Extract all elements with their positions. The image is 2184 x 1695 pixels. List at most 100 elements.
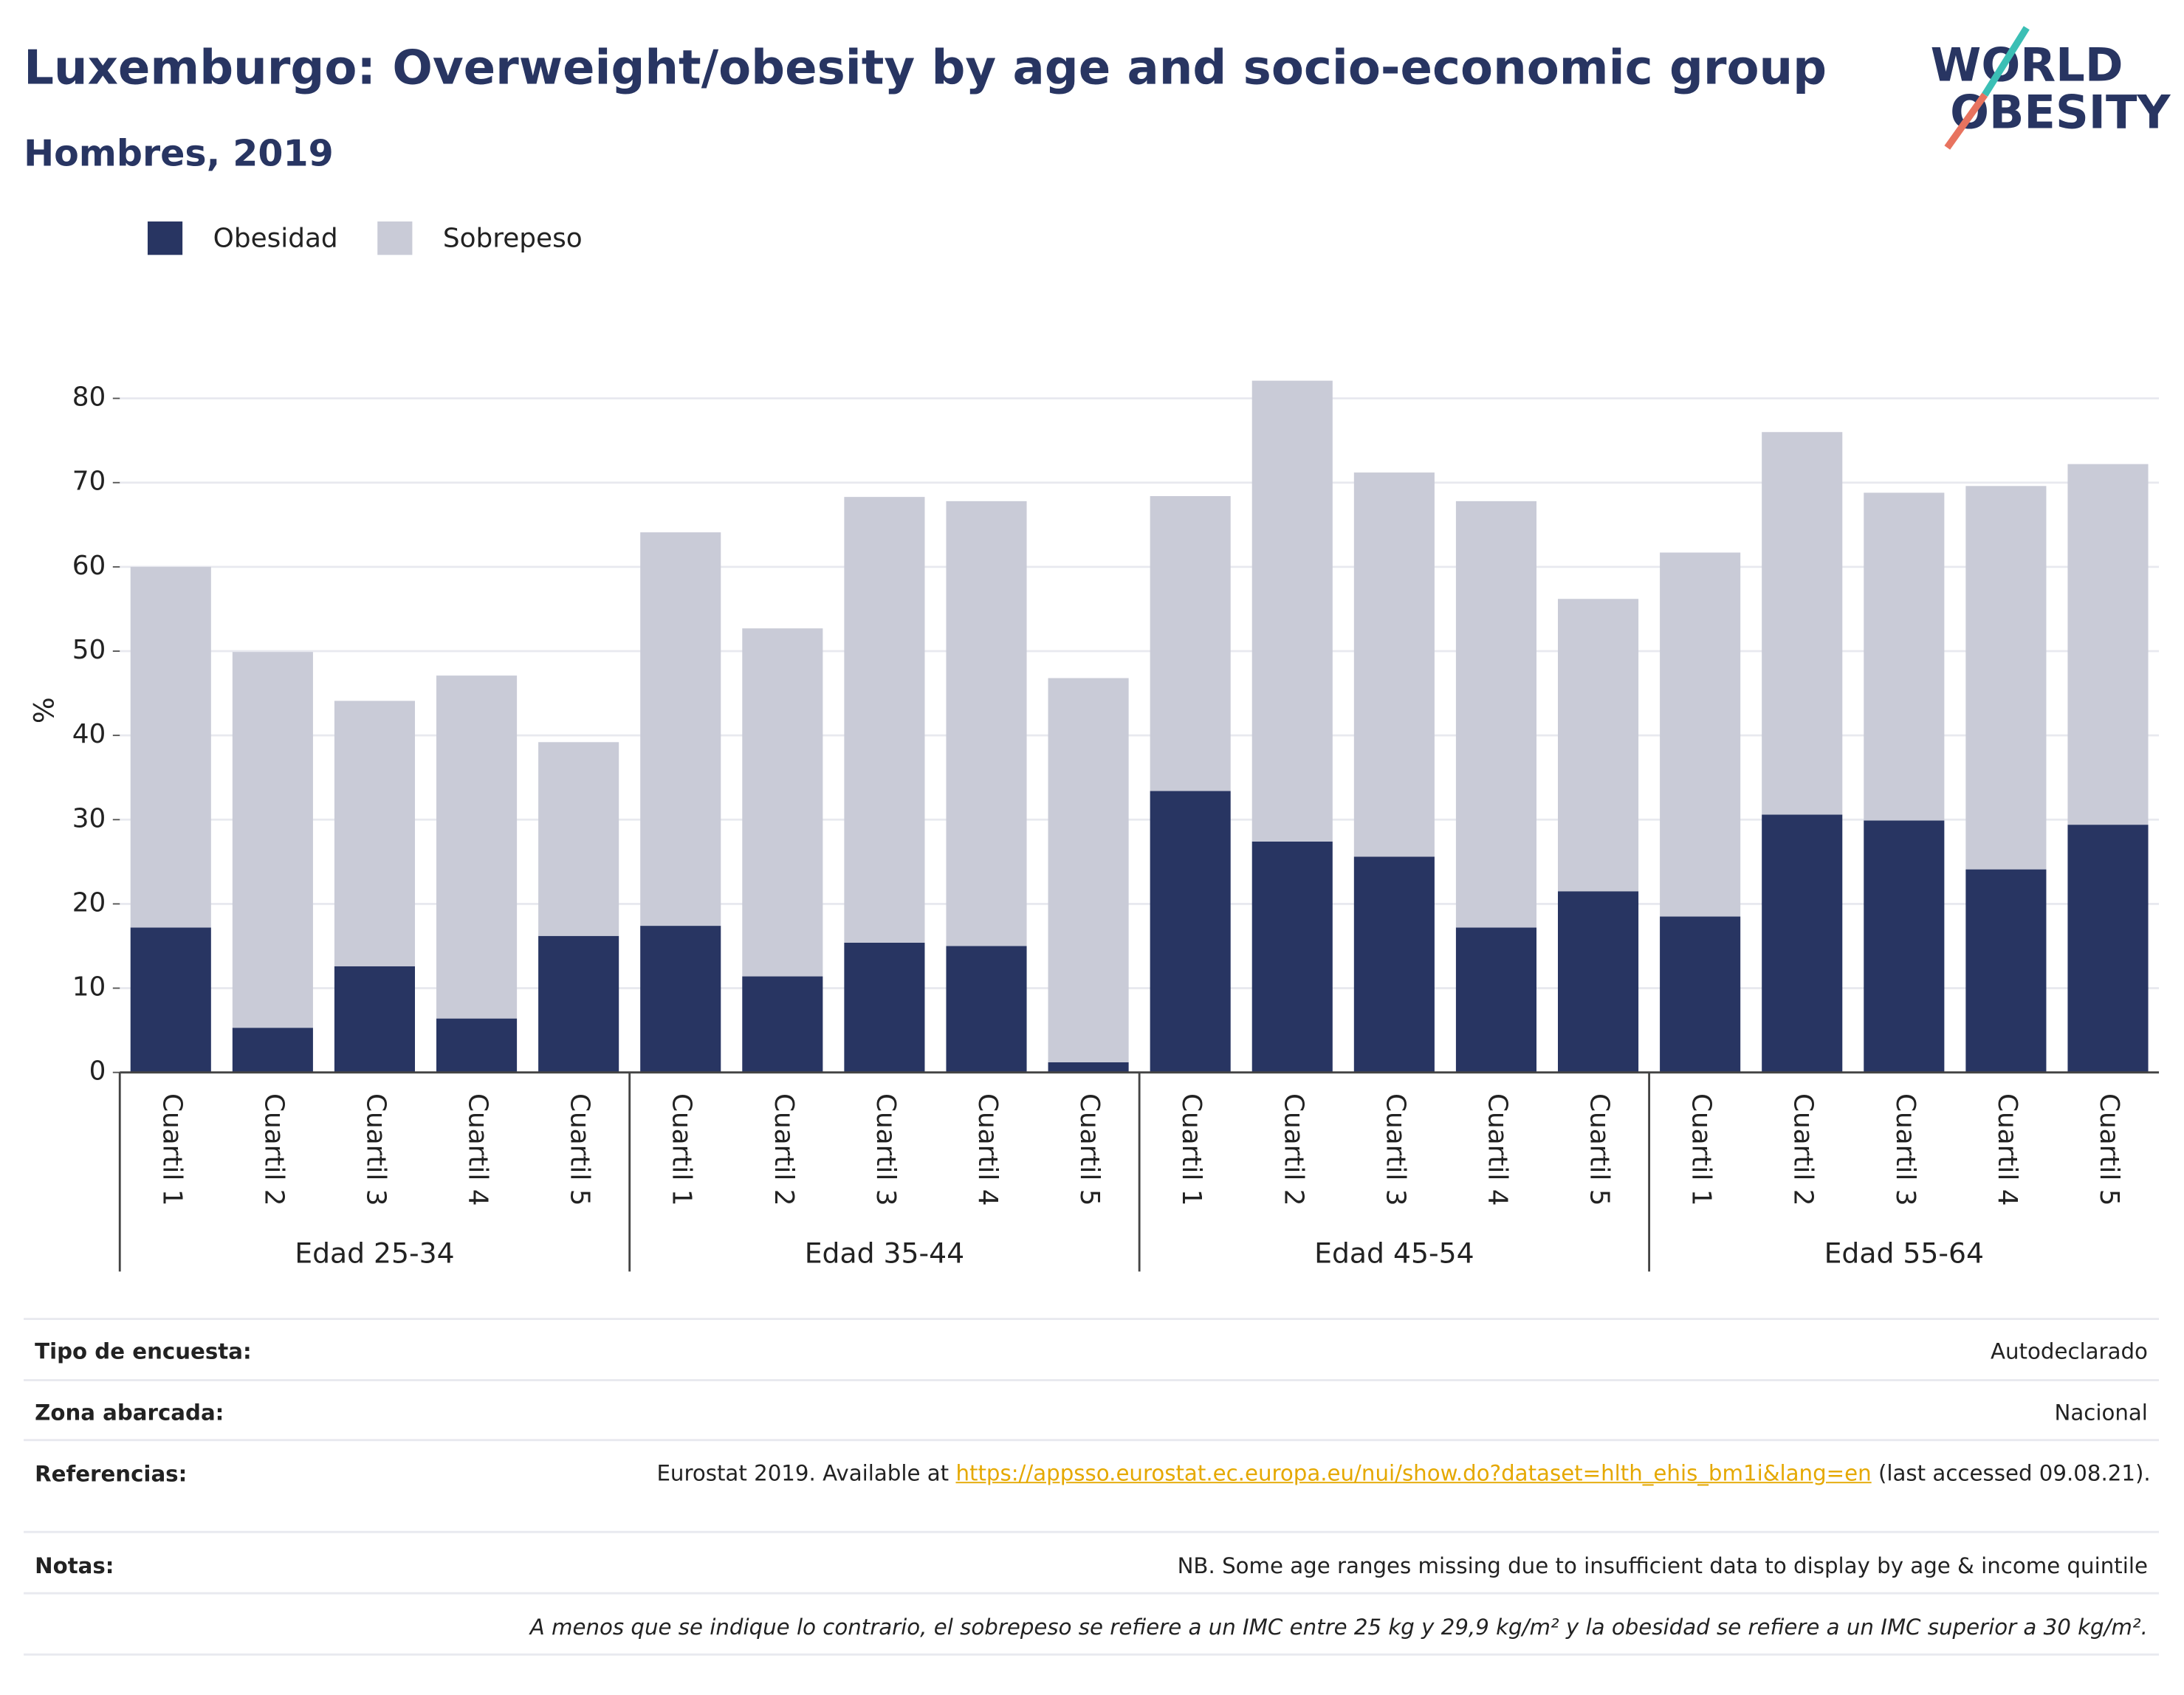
y-tick-label: 10 xyxy=(72,972,106,1003)
x-tick-label: Cuartil 1 xyxy=(1176,1093,1206,1206)
x-tick-label: Cuartil 4 xyxy=(463,1093,493,1206)
x-tick-label: Cuartil 3 xyxy=(1380,1093,1410,1206)
bar-segment xyxy=(1558,599,1639,892)
bar-segment xyxy=(1660,916,1741,1073)
group-label: Edad 45-54 xyxy=(1314,1237,1474,1269)
x-tick-label: Cuartil 1 xyxy=(667,1093,697,1206)
bar-segment xyxy=(844,497,925,943)
bar-segment xyxy=(1558,891,1639,1073)
bar-segment xyxy=(946,946,1027,1073)
bar-segment xyxy=(1251,841,1333,1073)
group-label: Edad 55-64 xyxy=(1824,1237,1984,1269)
bar-segment xyxy=(232,1028,313,1073)
bar-segment xyxy=(1762,432,1843,815)
x-tick-label: Cuartil 1 xyxy=(157,1093,187,1206)
bar-segment xyxy=(436,675,518,1019)
bar-segment xyxy=(130,566,211,928)
chart-subtitle: Hombres, 2019 xyxy=(24,132,334,175)
x-tick-label: Cuartil 2 xyxy=(1278,1093,1308,1206)
y-axis-label: % xyxy=(28,697,61,723)
bar-segment xyxy=(640,926,721,1073)
bar-segment xyxy=(742,628,823,977)
logo-text: WORLD xyxy=(1931,38,2123,92)
x-tick-label: Cuartil 2 xyxy=(769,1093,799,1206)
footer-value: Nacional xyxy=(2055,1400,2148,1425)
group-label: Edad 35-44 xyxy=(805,1237,964,1269)
bar-segment xyxy=(232,652,313,1028)
bar-segment xyxy=(1864,820,1945,1073)
bar-segment xyxy=(946,501,1027,946)
footer-definition: A menos que se indique lo contrario, el … xyxy=(529,1615,2148,1640)
bar-segment xyxy=(130,927,211,1073)
legend-label: Obesidad xyxy=(213,224,338,254)
bar-segment xyxy=(1048,678,1129,1062)
footer-label: Notas: xyxy=(35,1553,114,1578)
bar-segment xyxy=(2067,464,2149,825)
x-tick-label: Cuartil 1 xyxy=(1686,1093,1717,1206)
y-tick-label: 80 xyxy=(72,382,106,413)
x-tick-label: Cuartil 3 xyxy=(870,1093,901,1206)
logo: WORLD OBESITY xyxy=(1931,26,2171,150)
x-tick-label: Cuartil 5 xyxy=(1074,1093,1105,1206)
y-tick-label: 50 xyxy=(72,635,106,665)
x-tick-label: Cuartil 4 xyxy=(1992,1093,2022,1206)
legend-label: Sobrepeso xyxy=(443,224,583,254)
y-tick-label: 40 xyxy=(72,719,106,749)
references-link[interactable]: https://appsso.eurostat.ec.europa.eu/nui… xyxy=(955,1460,1872,1486)
bar-segment xyxy=(1353,472,1435,857)
x-tick-label: Cuartil 2 xyxy=(1788,1093,1819,1206)
footer-label: Referencias: xyxy=(35,1461,187,1486)
bar-segment xyxy=(1660,552,1741,917)
bar-segment xyxy=(2067,825,2149,1073)
bar-segment xyxy=(538,935,619,1073)
legend-swatch xyxy=(147,221,183,255)
bar-segment xyxy=(334,701,416,966)
bar-segment xyxy=(742,976,823,1073)
bar-segment xyxy=(640,532,721,926)
y-tick-label: 30 xyxy=(72,803,106,833)
x-tick-label: Cuartil 3 xyxy=(360,1093,391,1206)
x-tick-label: Cuartil 4 xyxy=(1482,1093,1512,1206)
references-box: Eurostat 2019. Available at https://apps… xyxy=(613,1458,2151,1490)
footer-label: Zona abarcada: xyxy=(35,1400,224,1425)
x-tick-label: Cuartil 2 xyxy=(258,1093,289,1206)
bar-segment xyxy=(1455,501,1537,928)
bar-segment xyxy=(1048,1062,1129,1073)
y-tick-label: 20 xyxy=(72,887,106,918)
footer-value: NB. Some age ranges missing due to insuf… xyxy=(1178,1553,2148,1578)
x-tick-label: Cuartil 4 xyxy=(972,1093,1003,1206)
x-tick-label: Cuartil 3 xyxy=(1890,1093,1920,1206)
x-tick-label: Cuartil 5 xyxy=(565,1093,595,1206)
y-tick-label: 0 xyxy=(89,1056,106,1087)
logo-slash xyxy=(1944,92,1988,150)
bar-segment xyxy=(538,742,619,936)
references-prefix: Eurostat 2019. Available at xyxy=(656,1460,950,1486)
group-label: Edad 25-34 xyxy=(295,1237,454,1269)
bar-segment xyxy=(1965,869,2047,1073)
logo-slash xyxy=(1982,26,2030,97)
bar-segment xyxy=(1762,814,1843,1073)
bar-segment xyxy=(1455,927,1537,1073)
chart-title: Luxemburgo: Overweight/obesity by age an… xyxy=(24,40,1827,95)
footer: Tipo de encuesta: Autodeclarado Zona abarc… xyxy=(24,1318,2160,1656)
bar-segment xyxy=(1864,492,1945,821)
footer-value: Autodeclarado xyxy=(1991,1338,2148,1364)
y-tick-label: 60 xyxy=(72,551,106,581)
bar-segment xyxy=(334,966,416,1073)
references-suffix: (last accessed 09.08.21). xyxy=(1878,1460,2151,1486)
references-text: Eurostat 2019. Available at https://apps… xyxy=(613,1458,2151,1490)
bar-segment xyxy=(1150,496,1231,791)
footer-label: Tipo de encuesta: xyxy=(35,1338,252,1364)
bar-segment xyxy=(1251,380,1333,842)
x-tick-label: Cuartil 5 xyxy=(2094,1093,2124,1206)
bar-segment xyxy=(1150,791,1231,1073)
x-tick-label: Cuartil 5 xyxy=(1584,1093,1615,1206)
bar-segment xyxy=(436,1018,518,1073)
bar-segment xyxy=(844,942,925,1073)
bar-segment xyxy=(1965,486,2047,870)
y-tick-label: 70 xyxy=(72,467,106,497)
bar-segment xyxy=(1353,856,1435,1073)
legend-swatch xyxy=(377,221,413,255)
